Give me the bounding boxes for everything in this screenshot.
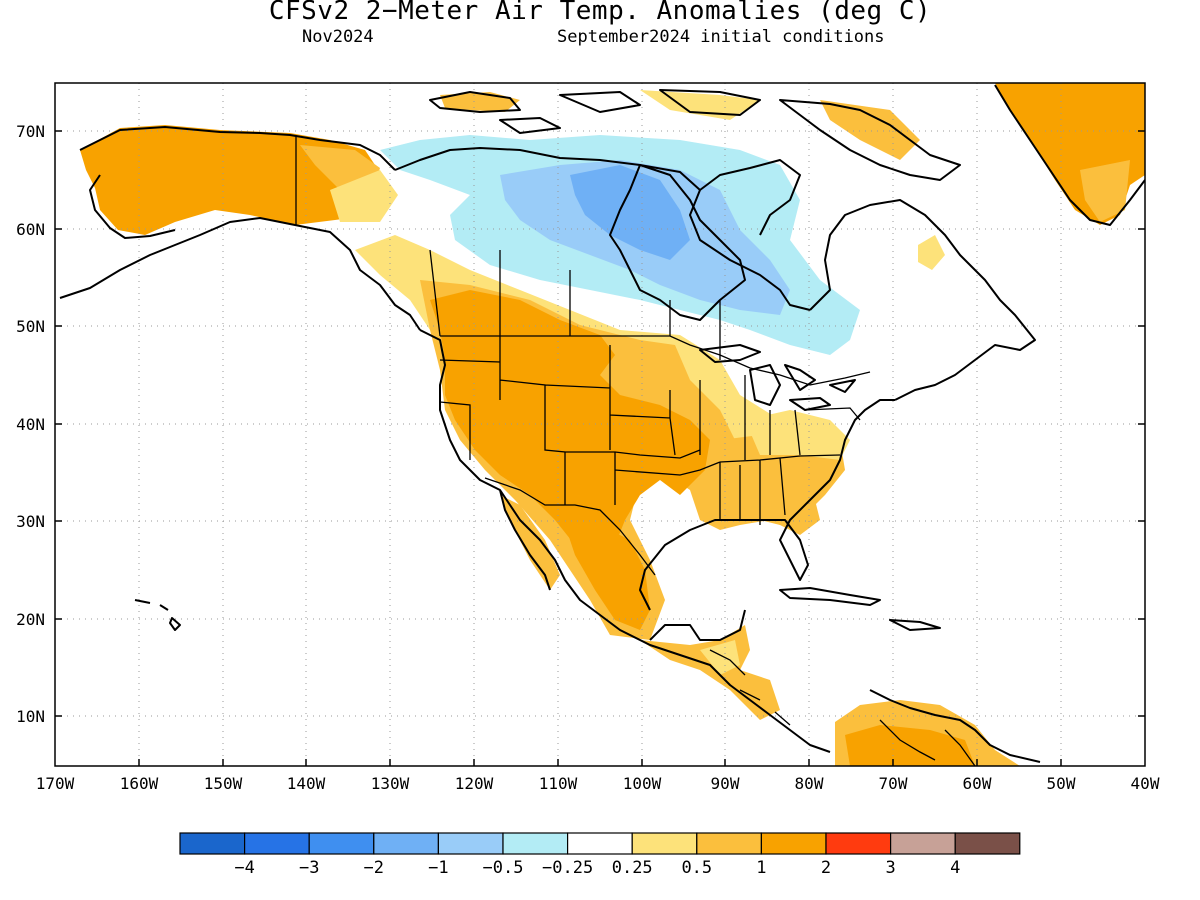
colorbar-swatch <box>760 832 827 855</box>
lat-label: 30N <box>16 512 45 531</box>
colorbar-label: 1 <box>756 858 766 878</box>
canada-province-lines <box>429 249 721 360</box>
map-title: CFSv2 2−Meter Air Temp. Anomalies (deg C… <box>268 0 932 26</box>
lat-label: 20N <box>16 610 45 629</box>
hawaii-islands <box>134 599 181 631</box>
lon-label: 130W <box>371 774 410 793</box>
colorbar-swatch <box>502 832 569 855</box>
lon-label: 170W <box>36 774 75 793</box>
lon-label: 70W <box>879 774 908 793</box>
colorbar-label: 0.5 <box>681 858 712 878</box>
lon-label: 80W <box>795 774 824 793</box>
coastlines <box>59 84 1145 763</box>
gulf-atlantic-coastline <box>639 399 895 641</box>
colorbar-swatch <box>631 832 698 855</box>
baja-anomaly <box>500 495 560 590</box>
great-lakes <box>699 344 856 411</box>
baffin-anomaly <box>820 100 920 160</box>
central-america-weak-anomaly <box>700 640 740 675</box>
lon-label: 150W <box>204 774 243 793</box>
colorbar-swatch <box>954 832 1021 855</box>
colorbar: −4 −3 −2 −1 −0.5 −0.25 0.25 0.5 1 2 3 4 <box>179 832 1021 878</box>
lat-label: 70N <box>16 122 45 141</box>
colorbar-label: −2 <box>364 858 384 878</box>
colorbar-label: 4 <box>950 858 960 878</box>
valid-month: Nov2024 <box>302 27 374 47</box>
colorbar-label: −1 <box>428 858 448 878</box>
arctic-islands <box>429 89 961 181</box>
colorbar-label: −0.5 <box>483 858 524 878</box>
arctic-coastline <box>394 147 811 311</box>
hudson-bay-coastline <box>609 164 746 321</box>
colorbar-swatch <box>373 832 439 855</box>
lon-ticks <box>138 759 1062 766</box>
political-boundaries <box>295 135 976 766</box>
lon-label: 50W <box>1047 774 1076 793</box>
lon-label: 100W <box>623 774 662 793</box>
colorbar-swatch <box>696 832 762 855</box>
lat-ticks <box>55 130 1145 717</box>
colorbar-label: 0.25 <box>612 858 653 878</box>
greenland-coastline <box>994 84 1145 226</box>
hudson-bay-strong-cool-anomaly <box>570 165 690 260</box>
colorbar-swatch <box>179 832 246 855</box>
south-america-borders <box>879 719 976 766</box>
lat-labels: 70N 60N 50N 40N 30N 20N 10N <box>16 122 45 726</box>
initial-conditions: September2024 initial conditions <box>557 27 885 47</box>
lon-label: 90W <box>711 774 740 793</box>
labrador-coastline <box>809 199 1036 401</box>
colorbar-label: −3 <box>299 858 319 878</box>
lat-label: 50N <box>16 317 45 336</box>
lon-label: 60W <box>963 774 992 793</box>
pacific-coastline <box>419 329 831 753</box>
colorbar-label: 2 <box>821 858 831 878</box>
colorbar-swatch <box>437 832 504 855</box>
colorbar-swatch <box>308 832 375 855</box>
colorbar-label: −4 <box>234 858 254 878</box>
central-america-borders <box>709 649 791 726</box>
us-mexico-border <box>484 477 656 576</box>
colorbar-swatch <box>825 832 892 855</box>
baffin-weak-anomaly <box>640 90 760 120</box>
lat-label: 10N <box>16 707 45 726</box>
colorbar-swatch <box>244 832 310 855</box>
lat-label: 60N <box>16 220 45 239</box>
lon-label: 140W <box>287 774 326 793</box>
colorbar-swatch <box>889 832 956 855</box>
lon-labels: 170W 160W 150W 140W 130W 120W 110W 100W … <box>36 774 1160 793</box>
us-canada-border <box>440 335 871 386</box>
caribbean-islands <box>779 587 1041 763</box>
lon-label: 110W <box>539 774 578 793</box>
lon-label: 160W <box>120 774 159 793</box>
alaska-coastline <box>59 126 421 331</box>
colorbar-label: 3 <box>885 858 895 878</box>
us-state-lines <box>439 336 861 525</box>
labrador-weak-anomaly <box>918 235 945 270</box>
colorbar-swatch <box>566 832 633 855</box>
colorbar-label: −0.25 <box>542 858 593 878</box>
lon-label: 40W <box>1131 774 1160 793</box>
lon-label: 120W <box>455 774 494 793</box>
yukon-weak-anomaly <box>330 170 398 222</box>
greenland-weak-anomaly <box>1080 160 1130 222</box>
lat-label: 40N <box>16 415 45 434</box>
